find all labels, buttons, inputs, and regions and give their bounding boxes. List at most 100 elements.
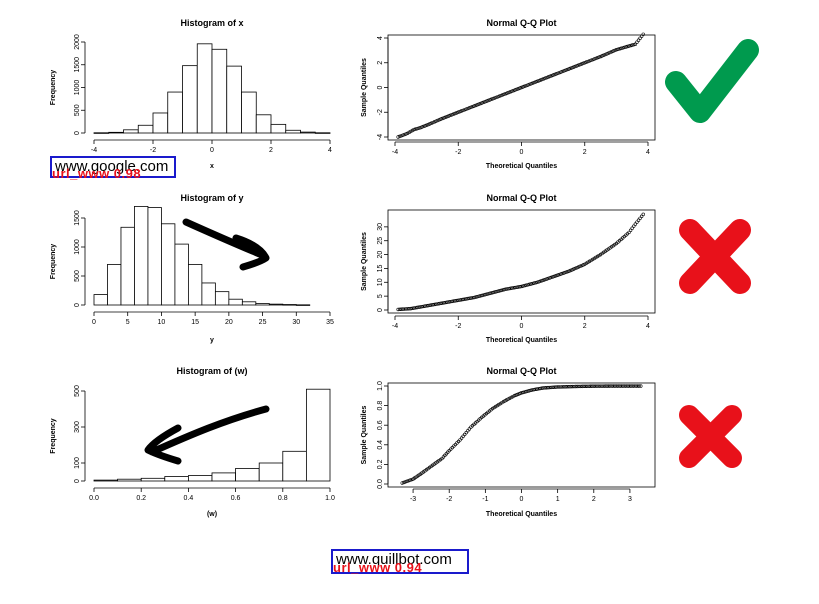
qq-point (619, 46, 623, 51)
histogram-bar (140, 477, 166, 482)
histogram-bar (187, 263, 203, 306)
qq-point (576, 63, 581, 67)
qq-point (568, 268, 573, 273)
qq-point (533, 387, 538, 392)
histogram-bar (258, 462, 284, 482)
histogram-bar (137, 124, 154, 134)
qq-point (588, 384, 593, 388)
qq-point (424, 304, 429, 308)
qq-point (587, 59, 592, 63)
qq-point (448, 113, 453, 118)
histogram-bar (241, 301, 257, 306)
qq-point (625, 44, 630, 49)
qq-point (516, 285, 521, 289)
qq-point (524, 389, 528, 394)
y-tick-label: 300 (74, 421, 81, 433)
x-tick-label: -2 (455, 323, 461, 330)
qq-point (505, 91, 509, 95)
qq-point (503, 91, 508, 96)
qq-point (507, 286, 511, 291)
histogram-bar (285, 129, 301, 134)
y-tick-label: 0.4 (377, 440, 384, 450)
qq-point (405, 307, 410, 311)
qq-point (573, 64, 577, 69)
qq-point (600, 54, 604, 58)
qq-point (437, 301, 441, 306)
qq-point (418, 305, 422, 309)
qq-point (584, 60, 589, 64)
x-tick-label: 2 (592, 496, 596, 503)
qq-point (545, 277, 549, 281)
qq-point (571, 267, 576, 271)
qq-point (496, 289, 500, 293)
y-axis-label: Sample Quantiles (361, 232, 368, 291)
qq-point (610, 384, 614, 388)
qq-point (420, 304, 424, 309)
qq-point (628, 43, 633, 48)
qq-point (555, 385, 560, 389)
x-tick-label: 15 (191, 319, 199, 326)
qq-point (424, 123, 429, 127)
qq-point (515, 87, 519, 92)
qq-point (539, 386, 544, 390)
qq-point (564, 68, 568, 72)
plot-frame (387, 209, 656, 314)
y-axis-label: Sample Quantiles (361, 406, 368, 465)
qq-point (624, 45, 628, 49)
qq-point (442, 116, 446, 120)
qq-point (486, 292, 490, 296)
qq-point (641, 32, 645, 36)
qq-point (639, 384, 643, 388)
y-tick-label: -2 (377, 109, 384, 115)
y-tick-label: -4 (377, 134, 384, 140)
y-tick-label: 5 (377, 294, 384, 298)
x-tick-label: 0.0 (89, 495, 99, 502)
qq-point (447, 300, 451, 304)
qq-point (491, 290, 495, 295)
qq-point (628, 228, 633, 233)
y-tick-label: 0.2 (377, 459, 384, 469)
qq-point (435, 302, 440, 306)
qq-point (507, 90, 511, 95)
qq-point (632, 384, 637, 388)
qq-point (621, 384, 625, 388)
qq-point (519, 391, 524, 395)
qq-point (581, 61, 585, 66)
histogram-bar (196, 43, 213, 134)
qq-point (461, 434, 465, 438)
qq-point (546, 276, 551, 281)
qq-point (403, 480, 408, 484)
qq-point (428, 303, 432, 307)
x-tick-label: 0.4 (184, 495, 194, 502)
qq-point (600, 384, 604, 388)
qq-point (426, 303, 430, 308)
x-tick-label: 25 (259, 319, 267, 326)
qq-point (570, 65, 574, 70)
qq-point (519, 284, 524, 289)
x-tick-label: 10 (158, 319, 166, 326)
qq-point (606, 384, 611, 388)
qq-point (494, 95, 498, 100)
qq-point (578, 384, 583, 389)
qq-point (464, 107, 468, 111)
qq-point (592, 384, 596, 388)
y-tick-label: 15 (377, 264, 384, 272)
qq-point (564, 270, 568, 275)
qq-point (530, 281, 535, 286)
qq-point (586, 59, 590, 64)
qq-point (581, 263, 585, 267)
qq-point (409, 306, 413, 311)
y-tick-label: 0 (74, 479, 81, 483)
watermark-url-quillbot: www.quillbot.com (331, 549, 469, 574)
x-tick-label: 0 (520, 149, 524, 156)
x-tick-label: -3 (410, 496, 416, 503)
qq-point (577, 384, 581, 389)
qq-point (529, 388, 533, 393)
qq-point (463, 432, 467, 437)
histogram-bar (295, 304, 311, 306)
x-axis-label: x (210, 163, 214, 170)
qq-point (497, 94, 502, 98)
histogram-bar (93, 132, 110, 134)
x-tick-label: 0.6 (231, 495, 241, 502)
